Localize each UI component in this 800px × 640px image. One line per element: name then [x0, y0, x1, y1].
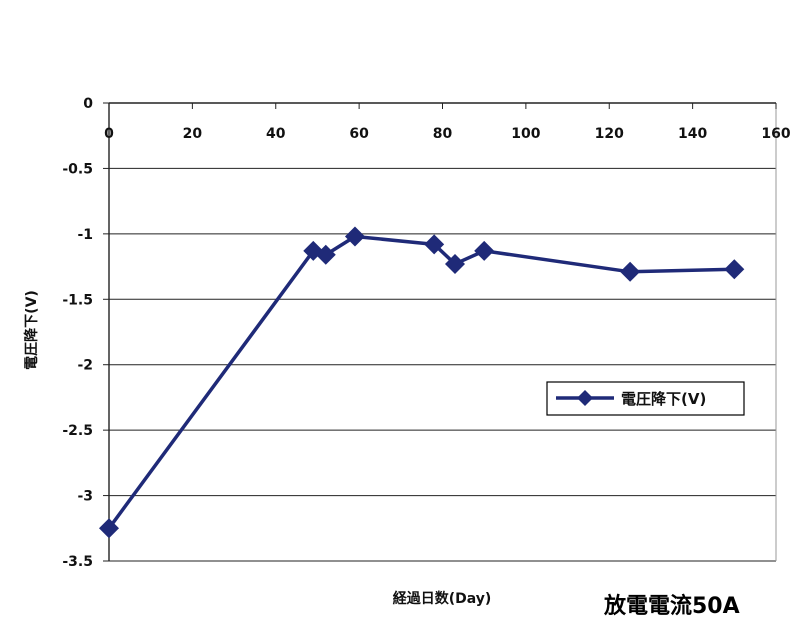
x-tick-label: 160 [761, 126, 790, 142]
y-tick-label: -2.5 [62, 423, 93, 439]
y-tick-labels: 0 -0.5 -1 -1.5 -2 -2.5 -3 -3.5 [62, 96, 93, 570]
data-point [724, 259, 745, 280]
legend-label: 電圧降下(V) [621, 390, 706, 408]
y-tick-label: -1.5 [62, 292, 93, 308]
x-tick-label: 20 [183, 126, 203, 142]
series-group [99, 226, 745, 539]
legend-marker [577, 390, 593, 406]
y-tick-label: 0 [83, 96, 93, 112]
x-tick-label: 80 [433, 126, 453, 142]
x-tick-labels: 0 20 40 60 80 100 120 140 160 [104, 126, 791, 142]
x-axis-title: 経過日数(Day) [393, 590, 492, 607]
data-point [424, 234, 445, 255]
y-tick-label: -3 [77, 489, 93, 505]
x-tick-label: 120 [595, 126, 624, 142]
y-axis-title: 電圧降下(V) [23, 290, 40, 370]
grid-lines [109, 167, 776, 562]
data-point [620, 261, 641, 282]
discharge-current-note: 放電電流50A [604, 594, 740, 619]
y-tick-label: -2 [77, 358, 93, 374]
y-tick-label: -3.5 [62, 554, 93, 570]
data-point [474, 240, 495, 261]
y-tick-label: -0.5 [62, 161, 93, 177]
data-point [344, 226, 365, 247]
data-point [445, 253, 466, 274]
x-tick-label: 60 [349, 126, 369, 142]
x-tick-label: 40 [266, 126, 286, 142]
x-tick-label: 0 [104, 126, 114, 142]
axes [103, 102, 777, 562]
data-point [315, 244, 336, 265]
x-tick-label: 100 [511, 126, 540, 142]
data-point [99, 518, 119, 539]
y-tick-label: -1 [77, 227, 93, 243]
x-tick-label: 140 [678, 126, 707, 142]
legend: 電圧降下(V) [546, 381, 745, 416]
